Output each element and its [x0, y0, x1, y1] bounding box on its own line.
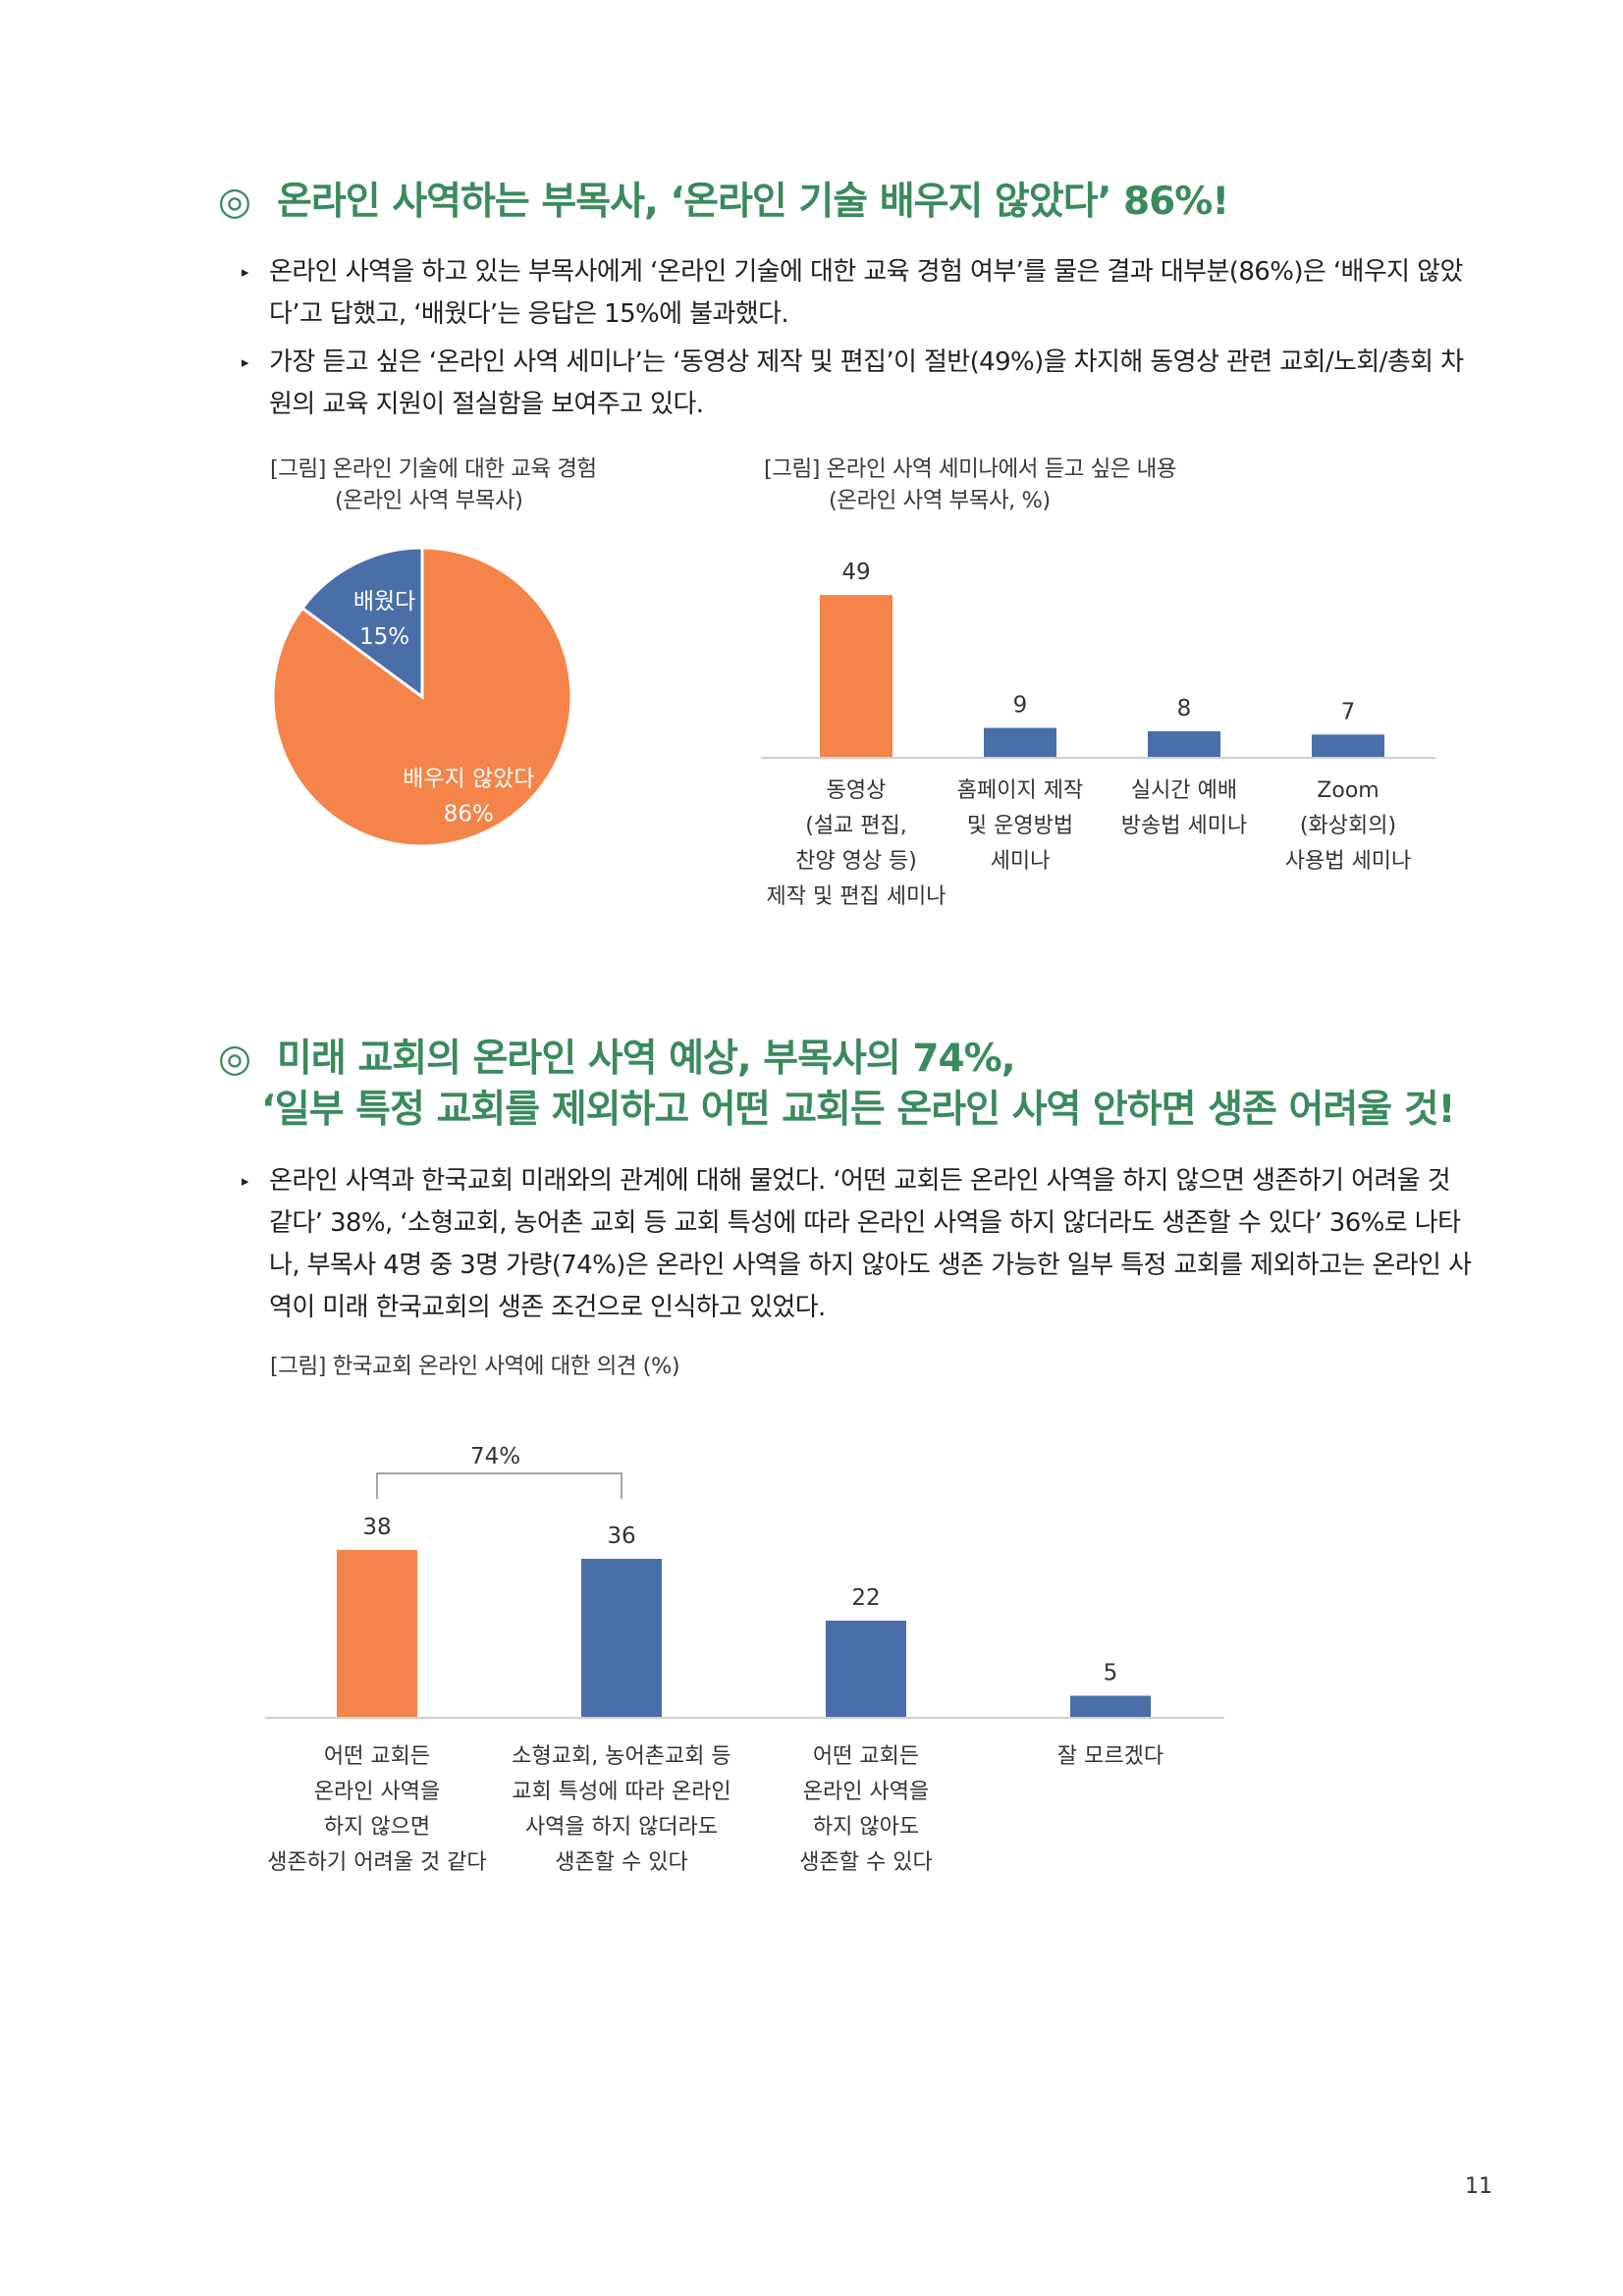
bar-3: [1312, 734, 1384, 758]
section1-heading: ◎ 온라인 사역하는 부목사, ‘온라인 기술 배우지 않았다’ 86%!: [218, 177, 1229, 228]
bar-0: [337, 1550, 417, 1718]
figure-right-caption: [그림] 온라인 사역 세미나에서 듣고 싶은 내용 (온라인 사역 부목사, …: [764, 456, 1177, 513]
figure-bottom-caption: [그림] 한국교회 온라인 사역에 대한 의견 (%): [270, 1354, 680, 1379]
section1-title: 온라인 사역하는 부목사, ‘온라인 기술 배우지 않았다’ 86%!: [277, 180, 1229, 224]
bar-value-label-1: 36: [607, 1523, 635, 1549]
category-label-1-2: 사역을 하지 않더라도: [525, 1815, 718, 1840]
bar-2: [826, 1621, 906, 1718]
bar-2: [1148, 730, 1220, 758]
category-label-3-1: (화상회의): [1300, 814, 1396, 838]
category-label-1-0: 소형교회, 농어촌교회 등: [512, 1744, 730, 1769]
annotation-bracket: [376, 1472, 622, 1499]
pie-chart: 배웠다 15% 배우지 않았다 86%: [271, 546, 573, 848]
category-label-0-3: 생존하기 어려울 것 같다: [267, 1850, 486, 1875]
bar-1: [984, 727, 1056, 758]
section1-bullet-2: ▸ 가장 듣고 싶은 ‘온라인 사역 세미나’는 ‘동영상 제작 및 편집’이 절…: [242, 342, 1479, 426]
bar-value-label-1: 9: [1013, 693, 1028, 719]
category-label-2-3: 생존할 수 있다: [799, 1850, 932, 1875]
category-label-1-1: 및 운영방법: [967, 814, 1073, 838]
bar-1: [581, 1559, 662, 1718]
bullet-triangle-icon: ▸: [242, 263, 249, 281]
section2-title-line1: 미래 교회의 온라인 사역 예상, 부목사의 74%,: [277, 1037, 1016, 1081]
bullet-triangle-icon: ▸: [242, 353, 249, 371]
annotation-label: 74%: [470, 1444, 520, 1469]
bar-value-label-2: 8: [1177, 696, 1192, 721]
category-label-2-1: 온라인 사역을: [803, 1780, 929, 1804]
bar-value-label-2: 22: [851, 1585, 880, 1611]
bar-value-label-0: 49: [841, 560, 870, 585]
category-label-3-2: 사용법 세미나: [1285, 849, 1411, 874]
bar-0: [820, 595, 893, 758]
category-label-2-0: 실시간 예배: [1131, 778, 1237, 803]
page-number: 11: [1465, 2174, 1492, 2199]
section2-bullets: ▸ 온라인 사역과 한국교회 미래와의 관계에 대해 물었다. ‘어떤 교회든 온…: [242, 1160, 1479, 1335]
category-label-1-1: 교회 특성에 따라 온라인: [512, 1780, 730, 1804]
bar-value-label-3: 7: [1341, 699, 1356, 724]
section2-title-line2: ‘일부 특정 교회를 제외하고 어떤 교회든 온라인 사역 안하면 생존 어려울…: [261, 1088, 1455, 1132]
double-circle-icon: ◎: [218, 1037, 251, 1081]
category-label-1-0: 홈페이지 제작: [957, 778, 1083, 803]
category-label-0-1: (설교 편집,: [805, 814, 907, 838]
bar-3: [1070, 1695, 1151, 1718]
pie-label-name-1: 배우지 않았다: [403, 766, 534, 791]
pie-slice-1: [271, 546, 573, 848]
pie-label-value-0: 15%: [359, 624, 409, 650]
bar-value-label-0: 38: [362, 1515, 391, 1540]
bullet-triangle-icon: ▸: [242, 1172, 249, 1190]
seminar-bar-chart: 49 동영상 (설교 편집, 찬양 영상 등) 제작 및 편집 세미나 9 홈페이지 제작및…: [761, 560, 1435, 909]
category-label-0-3: 제작 및 편집 세미나: [767, 884, 947, 909]
category-label-1-2: 세미나: [991, 849, 1051, 874]
figure-left-caption: [그림] 온라인 기술에 대한 교육 경험 (온라인 사역 부목사): [270, 456, 597, 513]
bar-value-label-3: 5: [1104, 1661, 1118, 1686]
category-label-1-3: 생존할 수 있다: [555, 1850, 687, 1875]
section1-bullet-1: ▸ 온라인 사역을 하고 있는 부목사에게 ‘온라인 기술에 대한 교육 경험 여…: [242, 251, 1479, 336]
category-label-0-0: 동영상: [827, 778, 887, 803]
section1-bullets: ▸ 온라인 사역을 하고 있는 부목사에게 ‘온라인 기술에 대한 교육 경험 여…: [242, 251, 1479, 432]
double-circle-icon: ◎: [218, 180, 251, 224]
category-label-2-0: 어떤 교회든: [813, 1744, 919, 1769]
category-label-0-0: 어떤 교회든: [324, 1744, 430, 1769]
category-label-2-1: 방송법 세미나: [1121, 814, 1247, 838]
section2-heading: ◎ 미래 교회의 온라인 사역 예상, 부목사의 74%, ‘일부 특정 교회를 …: [218, 1034, 1455, 1136]
category-label-2-2: 하지 않아도: [813, 1815, 919, 1840]
category-label-3-0: Zoom: [1317, 778, 1379, 803]
category-label-0-2: 하지 않으면: [324, 1815, 430, 1840]
category-label-0-2: 찬양 영상 등): [795, 849, 917, 874]
category-label-3-0: 잘 모르겠다: [1057, 1744, 1163, 1769]
category-label-0-1: 온라인 사역을: [314, 1780, 440, 1804]
pie-slice-0: [299, 546, 424, 700]
section2-bullet-1: ▸ 온라인 사역과 한국교회 미래와의 관계에 대해 물었다. ‘어떤 교회든 온…: [242, 1160, 1479, 1329]
pie-label-name-0: 배웠다: [353, 589, 415, 614]
pie-label-value-1: 86%: [444, 801, 494, 827]
